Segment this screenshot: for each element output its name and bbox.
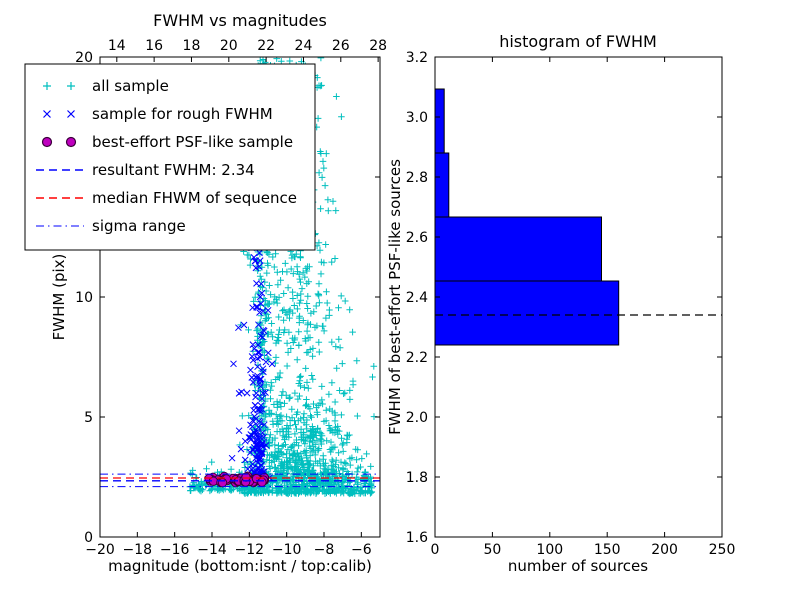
y-tick-label: 1.8	[406, 470, 428, 486]
legend: all sample sample for rough FWHM best-ef…	[24, 63, 316, 251]
legend-marker-x-icon	[43, 110, 75, 118]
histogram-plot-content	[435, 88, 722, 346]
top-tick-label: 22	[257, 38, 275, 54]
y-tick-label: 2.6	[406, 230, 428, 246]
histogram-title: histogram of FWHM	[499, 32, 657, 51]
histogram-plot: 0 50 100 150 200 250 1.6 1.8 2.0 2.2 2.4 2.6 2.8 3.0 3…	[386, 32, 735, 575]
x-tick-label: 200	[651, 542, 678, 558]
legend-label-psf-sample: best-effort PSF-like sample	[92, 133, 293, 151]
legend-label-rough-sample: sample for rough FWHM	[92, 105, 273, 123]
top-tick-label: 18	[183, 38, 201, 54]
y-tick-label: 1.6	[406, 530, 428, 546]
histogram-axes-ticks: 0 50 100 150 200 250 1.6 1.8 2.0 2.2 2.4 2.6 2.8 3.0 3…	[406, 50, 736, 558]
legend-box	[24, 63, 316, 251]
y-tick-label: 0	[84, 530, 93, 546]
x-tick-label: 250	[709, 542, 736, 558]
y-tick-label: 2.0	[406, 410, 428, 426]
x-tick-label: −8	[314, 542, 335, 558]
histogram-ylabel: FWHM of best-effort PSF-like sources	[386, 159, 404, 435]
scatter-title: FWHM vs magnitudes	[153, 11, 327, 30]
series-x-points	[228, 84, 276, 483]
y-tick-label: 3.2	[406, 50, 428, 66]
top-tick-label: 24	[295, 38, 313, 54]
scatter-ylabel: FWHM (pix)	[50, 254, 68, 341]
x-tick-label: 150	[594, 542, 621, 558]
scatter-plot-content	[100, 57, 380, 498]
y-tick-label: 2.8	[406, 170, 428, 186]
x-tick-label: −12	[235, 542, 265, 558]
x-tick-label: −6	[351, 542, 372, 558]
legend-label-all-sample: all sample	[92, 77, 169, 95]
x-tick-label: −14	[197, 542, 227, 558]
legend-marker-plus-icon	[43, 82, 75, 90]
top-tick-label: 14	[108, 38, 126, 54]
legend-label-sigma-range: sigma range	[92, 217, 186, 235]
x-tick-label: 50	[483, 542, 501, 558]
x-tick-label: 0	[431, 542, 440, 558]
legend-marker-circle-icon	[65, 136, 77, 148]
x-tick-label: −16	[160, 542, 190, 558]
top-tick-label: 16	[145, 38, 163, 54]
y-tick-label: 2.2	[406, 350, 428, 366]
legend-label-median-fwhm: median FHWM of sequence	[92, 189, 297, 207]
top-tick-label: 26	[332, 38, 350, 54]
histogram-bar	[435, 216, 602, 282]
histogram-bar	[435, 280, 620, 346]
legend-marker-circle-icon	[41, 136, 53, 148]
x-tick-label: 100	[536, 542, 563, 558]
top-tick-label: 20	[220, 38, 238, 54]
y-tick-label: 3.0	[406, 110, 428, 126]
x-tick-label: −10	[272, 542, 302, 558]
histogram-bar	[435, 152, 450, 218]
x-tick-label: −18	[123, 542, 153, 558]
psf-sample-point	[217, 478, 228, 488]
histogram-xlabel: number of sources	[508, 557, 648, 575]
y-tick-label: 10	[75, 290, 93, 306]
scatter-xlabel: magnitude (bottom:isnt / top:calib)	[108, 557, 372, 575]
y-tick-label: 5	[84, 410, 93, 426]
legend-label-resultant-fwhm: resultant FWHM: 2.34	[92, 161, 255, 179]
y-tick-label: 2.4	[406, 290, 428, 306]
histogram-bar	[435, 88, 445, 154]
x-tick-label: −20	[85, 542, 115, 558]
top-tick-label: 28	[369, 38, 387, 54]
psf-sample-point	[257, 477, 267, 487]
y-tick-label: 20	[75, 50, 93, 66]
